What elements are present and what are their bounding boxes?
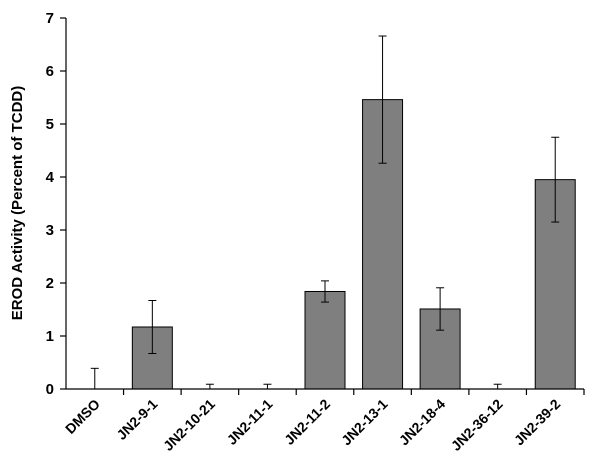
x-tick-label: DMSO: [62, 396, 103, 437]
y-tick-label: 4: [46, 169, 55, 186]
x-tick-label: JN2-11-2: [281, 396, 333, 448]
x-tick-label: JN2-39-2: [511, 396, 564, 449]
y-tick-label: 1: [46, 328, 54, 345]
x-tick-label: JN2-11-1: [224, 396, 276, 448]
x-tick-label: JN2-10-21: [160, 396, 218, 454]
y-tick-label: 0: [46, 381, 54, 398]
x-tick-label: JN2-36-12: [448, 396, 506, 454]
error-bars: [90, 35, 560, 389]
x-tick-label: JN2-9-1: [113, 396, 160, 443]
x-tick-label: JN2-18-4: [396, 396, 449, 449]
y-tick-label: 7: [46, 10, 54, 27]
y-axis-title: EROD Activity (Percent of TCDD): [9, 86, 26, 320]
bar-jn2-11-2: [304, 290, 346, 390]
y-tick-label: 5: [46, 116, 54, 133]
y-tick-label: 2: [46, 275, 54, 292]
bars: [131, 99, 576, 390]
x-tick-label: JN2-13-1: [338, 396, 391, 449]
y-tick-label: 3: [46, 222, 54, 239]
y-tick-label: 6: [46, 63, 54, 80]
y-ticks: 0 1 2 3 4 5 6 7: [46, 10, 66, 398]
x-ticks: DMSO JN2-9-1 JN2-10-21 JN2-11-1 JN2-11-2 JN2-…: [62, 389, 585, 454]
